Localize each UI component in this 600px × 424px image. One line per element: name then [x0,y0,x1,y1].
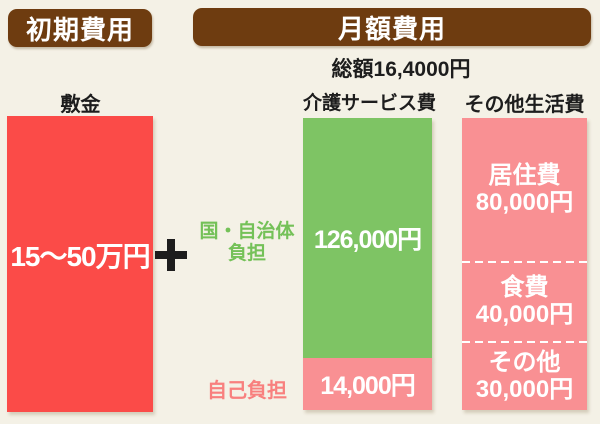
column-title-deposit: 敷金 [60,94,101,116]
plus-icon [155,239,187,271]
initial-cost-badge: 初期費用 [8,9,152,47]
monthly-cost-badge: 月額費用 [193,8,591,46]
monthly-total-label: 総額16,4000円 [331,58,471,81]
care-public-bar: 126,000円 [303,118,432,358]
column-title-care-service: 介護サービス費 [303,93,437,114]
public-burden-label-line2: 負担 [227,242,266,264]
segment-label: その他 [488,348,561,376]
care-self-value: 14,000円 [320,372,415,400]
self-burden-label: 自己負担 [207,380,287,402]
segment-value: 30,000円 [475,375,574,403]
deposit-value: 15〜50万円 [10,241,150,272]
other-living-bar: 居住費 80,000円 食費 40,000円 その他 30,000円 [462,118,587,410]
segment-value: 40,000円 [475,301,574,328]
segment-label: 居住費 [488,161,561,189]
public-burden-label: 国・自治体 負担 [192,221,302,265]
living-segment-housing: 居住費 80,000円 [462,118,587,261]
column-title-other-living: その他生活費 [464,94,585,116]
living-segment-food: 食費 40,000円 [462,263,587,341]
care-self-bar: 14,000円 [303,358,432,410]
care-public-value: 126,000円 [313,226,422,254]
dashed-divider [462,261,587,263]
living-segment-other: その他 30,000円 [462,343,587,410]
public-burden-label-line1: 国・自治体 [199,221,295,242]
segment-value: 80,000円 [475,188,574,216]
dashed-divider [462,341,587,343]
segment-label: 食費 [500,274,549,302]
deposit-bar: 15〜50万円 [7,116,153,412]
